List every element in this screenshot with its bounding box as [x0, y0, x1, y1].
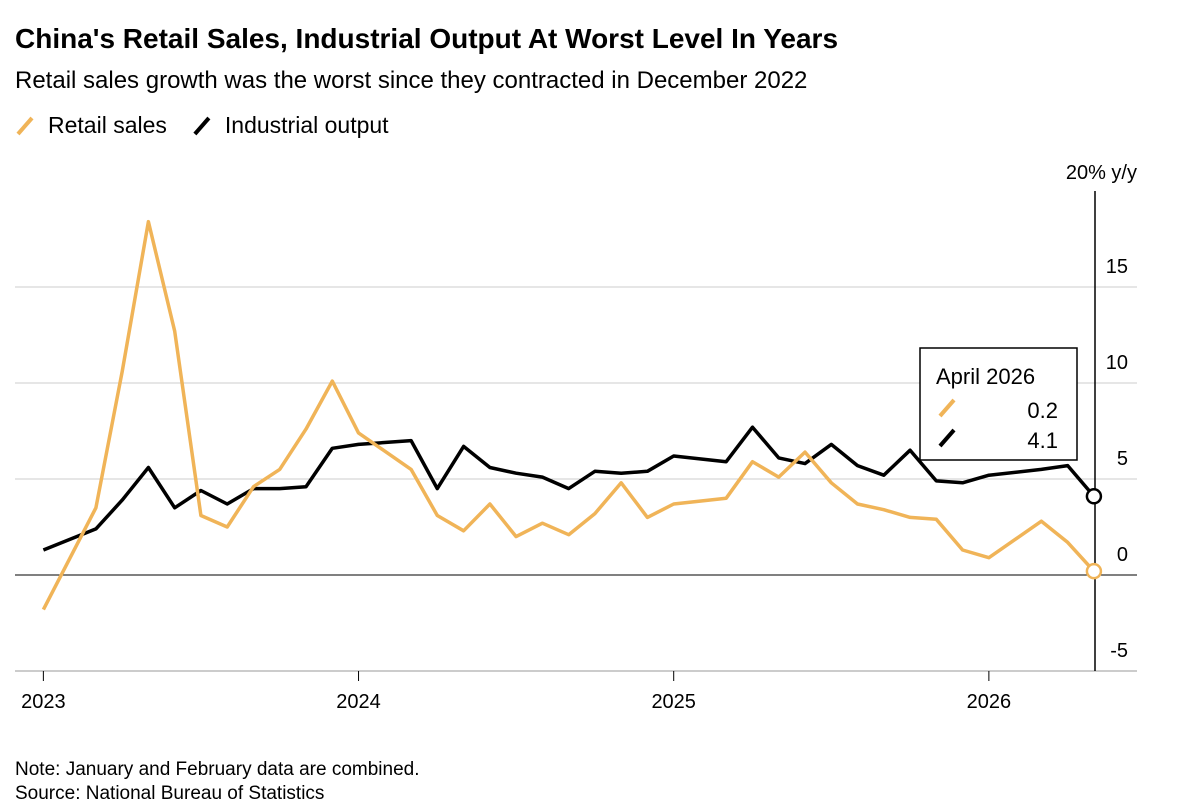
y-tick-label: 0	[1117, 544, 1128, 566]
y-tick-label: 15	[1106, 256, 1128, 278]
x-tick-label: 2025	[651, 691, 696, 713]
legend-label: Industrial output	[225, 112, 389, 138]
tooltip-title: April 2026	[936, 364, 1035, 389]
legend-swatch	[193, 116, 211, 136]
chart-title: China's Retail Sales, Industrial Output …	[15, 23, 838, 54]
end-marker	[1085, 562, 1103, 580]
legend-label: Retail sales	[48, 112, 167, 138]
legend: Retail sales Industrial output	[16, 112, 389, 138]
series-line	[42, 425, 1096, 552]
tooltip-value: 0.2	[1027, 398, 1058, 423]
x-tick-label: 2026	[967, 691, 1012, 713]
chart-subtitle: Retail sales growth was the worst since …	[15, 67, 807, 94]
tooltip-value: 4.1	[1027, 428, 1058, 453]
y-tick-label: 5	[1117, 448, 1128, 470]
y-tick-label: -5	[1110, 640, 1128, 662]
x-tick-label: 2024	[336, 691, 381, 713]
x-tick-label: 2023	[21, 691, 66, 713]
tooltip-swatch	[938, 428, 956, 448]
y-tick-label: 10	[1106, 352, 1128, 374]
legend-swatch	[16, 116, 34, 136]
tooltip-swatch	[938, 398, 956, 418]
end-marker	[1085, 488, 1103, 505]
note: Note: January and February data are comb…	[15, 759, 420, 780]
tooltip: April 2026 0.2 4.1	[919, 347, 1078, 461]
y-tick-label: 20% y/y	[1066, 162, 1137, 184]
source: Source: National Bureau of Statistics	[15, 783, 324, 804]
series-line	[41, 219, 1096, 611]
